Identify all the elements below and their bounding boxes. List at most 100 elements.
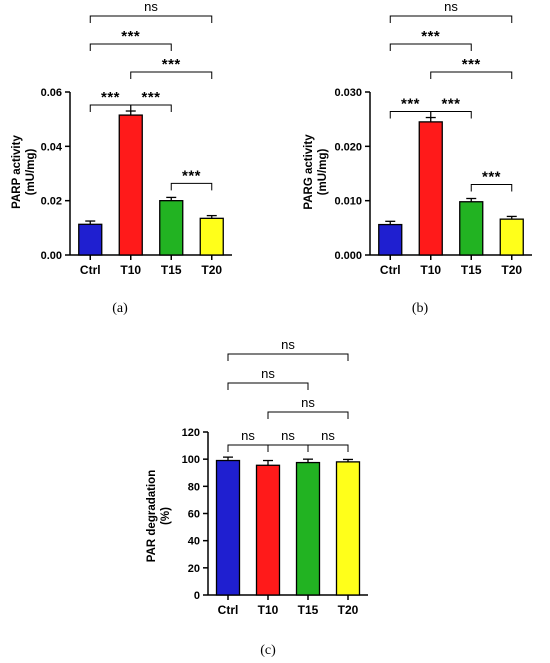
bar-t20 xyxy=(335,461,361,596)
significance-bracket: *** xyxy=(470,168,513,192)
significance-bracket: ns xyxy=(227,428,269,452)
bracket-line xyxy=(89,43,172,51)
significance-bracket: *** xyxy=(130,56,213,79)
x-tick-label: T15 xyxy=(461,263,482,277)
bar-ctrl xyxy=(215,459,241,596)
significance-label: ns xyxy=(281,428,295,443)
x-tick-label: T15 xyxy=(161,263,182,277)
significance-label: *** xyxy=(401,96,420,113)
y-tick-label: 0.04 xyxy=(41,141,63,153)
bracket-line xyxy=(389,111,432,119)
chart-panel-c: 0 20 40 60 80 100 120 Ctrl T10 T15 T20 PAR degradat… xyxy=(146,337,368,658)
significance-bracket: *** xyxy=(389,96,432,119)
x-tick-label: Ctrl xyxy=(218,603,239,617)
bar-t20 xyxy=(199,217,224,256)
significance-bracket: ns xyxy=(227,366,309,390)
bracket-line xyxy=(89,104,132,113)
y-tick-label: 0.000 xyxy=(334,250,362,262)
y-axis-label-line: PARP activity xyxy=(11,135,23,209)
significance-bracket: ns xyxy=(89,0,213,23)
x-tick-label: T15 xyxy=(298,603,319,617)
significance-label: ns xyxy=(321,428,335,443)
bar-t20 xyxy=(499,218,524,256)
bracket-line xyxy=(227,382,309,390)
significance-bracket: *** xyxy=(89,89,132,113)
x-tick-label: Ctrl xyxy=(80,263,101,277)
significance-bracket: *** xyxy=(130,89,172,113)
chart-panel-a: 0.00 0.02 0.04 0.06 Ctrl T10 T15 T20 PARP activi… xyxy=(11,0,232,316)
bracket-line xyxy=(170,182,213,191)
y-axis-label: PARP activity (mU/mg) xyxy=(11,135,37,209)
y-tick-label: 0.020 xyxy=(334,141,362,153)
panel-label: (a) xyxy=(112,301,128,316)
y-axis-label: PARG activity (mU/mg) xyxy=(303,134,329,210)
significance-label: ns xyxy=(301,395,315,410)
significance-label: ns xyxy=(144,0,158,14)
x-tick-label: T20 xyxy=(338,603,359,617)
x-tick-label: Ctrl xyxy=(380,263,401,277)
bar-t10 xyxy=(418,121,443,256)
bracket-line xyxy=(389,15,513,23)
significance-bracket: ns xyxy=(267,428,309,452)
bar-t10 xyxy=(118,114,143,256)
bracket-line xyxy=(130,104,172,113)
significance-label: *** xyxy=(421,28,440,45)
y-tick-label: 0.00 xyxy=(41,250,62,262)
bracket-line xyxy=(267,411,349,419)
y-tick-label: 20 xyxy=(188,563,200,575)
panel-label: (c) xyxy=(260,643,276,658)
bar-t15 xyxy=(459,201,484,256)
significance-label: ns xyxy=(281,337,295,352)
significance-label: *** xyxy=(162,56,181,73)
significance-label: *** xyxy=(482,168,501,185)
significance-bracket: *** xyxy=(389,28,472,51)
significance-bracket: *** xyxy=(430,96,472,119)
y-tick-label: 0.030 xyxy=(334,87,362,99)
bar-t15 xyxy=(159,200,184,256)
y-axis-label-line: (%) xyxy=(160,507,172,525)
y-axis-label-line: (mU/mg) xyxy=(25,149,37,196)
bar-t10 xyxy=(255,464,281,596)
significance-label: *** xyxy=(101,89,120,106)
significance-label: ns xyxy=(241,428,255,443)
y-axis-label-line: PAR degradation xyxy=(146,470,158,562)
panel-label: (b) xyxy=(412,301,429,316)
y-tick-label: 120 xyxy=(182,427,200,439)
significance-bracket: ns xyxy=(307,428,349,452)
significance-label: ns xyxy=(261,366,275,381)
bar-t15 xyxy=(295,461,321,596)
bar-ctrl xyxy=(78,223,103,256)
y-tick-label: 80 xyxy=(188,481,200,493)
y-tick-label: 100 xyxy=(182,454,200,466)
y-tick-label: 0.06 xyxy=(41,87,62,99)
significance-bracket: *** xyxy=(170,167,213,191)
significance-bracket: ns xyxy=(389,0,513,23)
x-tick-label: T20 xyxy=(501,263,522,277)
bracket-line xyxy=(430,71,513,79)
x-tick-label: T10 xyxy=(120,263,141,277)
significance-bracket: *** xyxy=(89,28,172,51)
bracket-line xyxy=(89,15,213,23)
significance-bracket: ns xyxy=(267,395,349,419)
y-axis-label: PAR degradation (%) xyxy=(146,470,172,562)
y-tick-label: 0.010 xyxy=(334,196,362,208)
bracket-line xyxy=(130,71,213,79)
significance-label: *** xyxy=(462,56,481,73)
chart-panel-b: 0.000 0.010 0.020 0.030 Ctrl T10 T15 T20 PARG ac… xyxy=(303,0,532,316)
significance-label: *** xyxy=(141,89,160,106)
x-tick-label: T20 xyxy=(201,263,222,277)
y-tick-label: 60 xyxy=(188,509,200,521)
bar-ctrl xyxy=(378,223,403,256)
significance-label: *** xyxy=(441,96,460,113)
y-tick-label: 0 xyxy=(194,590,200,602)
x-tick-label: T10 xyxy=(420,263,441,277)
bracket-line xyxy=(227,353,349,361)
significance-label: *** xyxy=(182,167,201,184)
bracket-line xyxy=(227,444,269,452)
y-tick-label: 0.02 xyxy=(41,196,62,208)
y-axis-label-line: PARG activity xyxy=(303,134,315,210)
bracket-line xyxy=(307,444,349,452)
significance-label: ns xyxy=(444,0,458,14)
bracket-line xyxy=(267,444,309,452)
